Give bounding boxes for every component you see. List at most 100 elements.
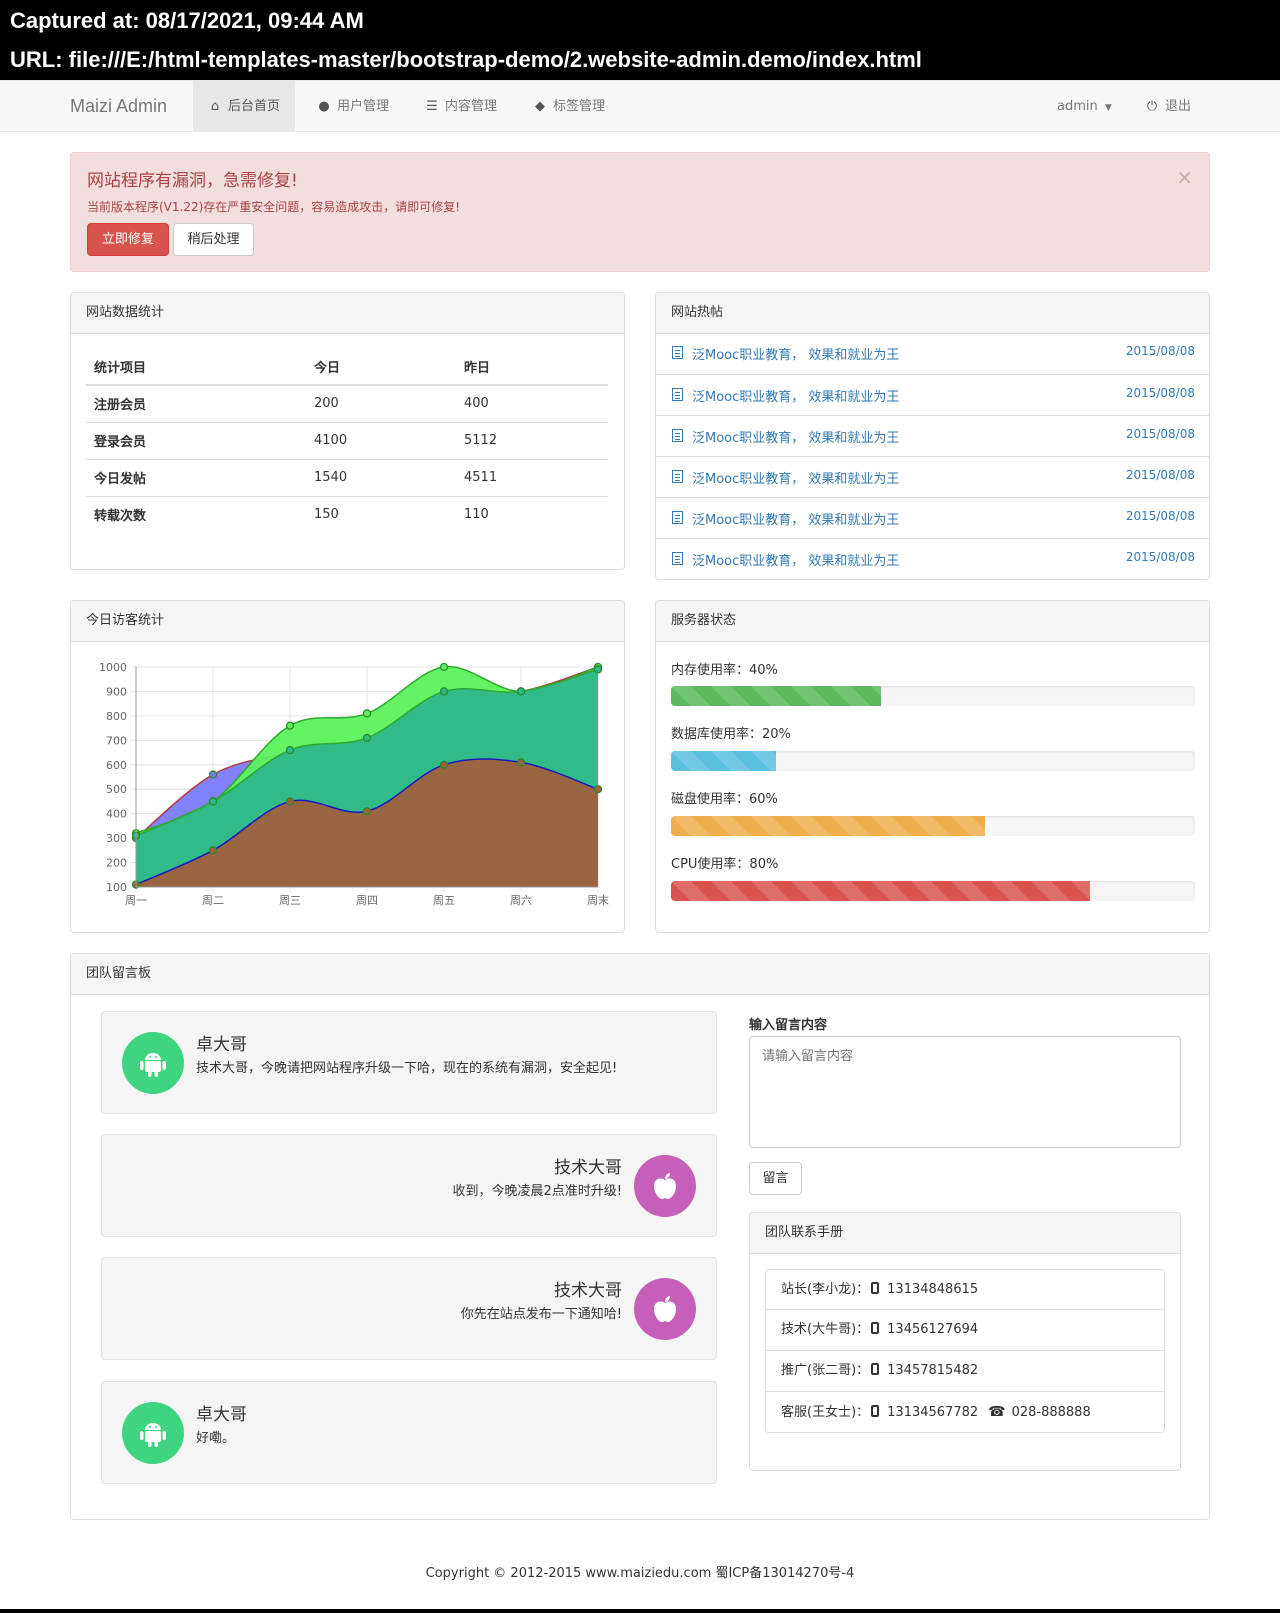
stats-panel: 网站数据统计 统计项目 今日 昨日 注册会员 200 400 登录会员 4100… — [70, 292, 625, 570]
document-icon — [672, 429, 683, 442]
post-date: 2015/08/08 — [1125, 550, 1195, 564]
series-1-point — [362, 709, 372, 718]
message-text: 好嘞。 — [196, 1431, 236, 1446]
list-item[interactable]: 泛Mooc职业教育， 效果和就业为王 2015/08/08 — [656, 497, 1209, 537]
post-title-link[interactable]: 泛Mooc职业教育， 效果和就业为王 — [692, 348, 900, 363]
table-cell: 110 — [456, 495, 608, 533]
user-menu-dropdown[interactable]: admin ▼ — [1042, 81, 1127, 132]
message-author: 技术大哥 — [554, 1158, 622, 1178]
nav-item-content[interactable]: ☰ 内容管理 — [410, 81, 512, 132]
document-icon — [672, 346, 683, 359]
list-item: 客服(王女士)： 13134567782 ☎ 028-888888 — [765, 1392, 1165, 1433]
series-0-point — [208, 770, 218, 779]
series-1-point — [439, 662, 449, 672]
list-item[interactable]: 泛Mooc职业教育， 效果和就业为王 2015/08/08 — [656, 456, 1209, 496]
contact-role: 技术(大牛哥)： — [781, 1322, 870, 1337]
contact-mobile: 13456127694 — [887, 1322, 979, 1337]
fix-now-button[interactable]: 立即修复 — [87, 223, 169, 256]
column-header: 统计项目 — [86, 349, 306, 386]
table-cell: 注册会员 — [86, 384, 306, 422]
series-2-point — [208, 797, 218, 806]
contacts-panel: 团队联系手册 站长(李小龙)： 13134848615 技术(大牛哥)： 13456… — [749, 1212, 1181, 1471]
disk-progress-bar — [671, 816, 1195, 836]
message-author: 卓大哥 — [196, 1035, 247, 1055]
x-tick-label: 周四 — [356, 894, 378, 907]
nav-item-home[interactable]: ⌂ 后台首页 — [193, 81, 296, 132]
top-navbar: Maizi Admin ⌂ 后台首页 ● 用户管理 ☰ 内容管理 ◆ 标签管理 admi… — [0, 80, 1280, 132]
table-row: 登录会员 4100 5112 — [86, 421, 608, 459]
nav-item-label: 内容管理 — [445, 99, 498, 114]
series-3-point — [439, 760, 449, 769]
home-icon: ⌂ — [210, 99, 220, 114]
y-tick-label: 1000 — [99, 661, 127, 674]
visitor-area-chart: 100 200 300 400 500 600 700 800 900 1000 周一 周二 周三 周四 周… — [99, 661, 609, 907]
list-item: 技术(大牛哥)： 13456127694 — [765, 1310, 1165, 1351]
progress-fill — [671, 686, 881, 706]
message-author: 技术大哥 — [554, 1281, 622, 1301]
cpu-progress-bar — [671, 881, 1195, 901]
series-3-point — [208, 846, 218, 855]
panel-title: 今日访客统计 — [71, 601, 624, 642]
nav-item-users[interactable]: ● 用户管理 — [302, 81, 404, 132]
document-icon — [672, 552, 683, 565]
post-title-link[interactable]: 泛Mooc职业教育， 效果和就业为王 — [692, 472, 900, 487]
logout-link[interactable]: ⏻ 退出 — [1130, 81, 1206, 132]
post-title-link[interactable]: 泛Mooc职业教育， 效果和就业为王 — [692, 390, 900, 405]
nav-item-tags[interactable]: ◆ 标签管理 — [518, 81, 620, 132]
brand-logo[interactable]: Maizi Admin — [70, 96, 168, 116]
table-cell: 400 — [456, 384, 608, 422]
message-input[interactable] — [749, 1036, 1181, 1148]
table-row: 转载次数 150 110 — [86, 495, 608, 533]
list-item[interactable]: 泛Mooc职业教育， 效果和就业为王 2015/08/08 — [656, 538, 1209, 578]
list-item[interactable]: 泛Mooc职业教育， 效果和就业为王 2015/08/08 — [656, 374, 1209, 414]
table-cell: 200 — [306, 384, 456, 422]
table-cell: 5112 — [456, 421, 608, 459]
x-tick-label: 周一 — [125, 894, 147, 907]
post-date: 2015/08/08 — [1125, 344, 1195, 358]
user-icon: ● — [318, 99, 330, 114]
message-item: 卓大哥 好嘞。 — [101, 1381, 717, 1484]
column-header: 昨日 — [456, 349, 608, 386]
submit-message-button[interactable]: 留言 — [749, 1162, 802, 1195]
contact-role: 推广(张二哥)： — [781, 1363, 870, 1378]
handle-later-button[interactable]: 稍后处理 — [173, 223, 254, 256]
message-item: 技术大哥 收到，今晚凌晨2点准时升级! — [101, 1134, 717, 1237]
capture-info-bar: Captured at: 08/17/2021, 09:44 AM URL: f… — [0, 0, 1280, 80]
contact-phone: 028-888888 — [1011, 1405, 1091, 1420]
post-title-link[interactable]: 泛Mooc职业教育， 效果和就业为王 — [692, 513, 900, 528]
hot-posts-panel: 网站热帖 泛Mooc职业教育， 效果和就业为王 2015/08/08 泛Mooc… — [655, 292, 1210, 580]
table-header-row: 统计项目 今日 昨日 — [86, 349, 608, 386]
panel-title: 团队联系手册 — [750, 1213, 1180, 1254]
post-date: 2015/08/08 — [1125, 468, 1195, 482]
message-item: 技术大哥 你先在站点发布一下通知哈! — [101, 1257, 717, 1360]
x-tick-label: 周三 — [279, 894, 301, 907]
post-title-link[interactable]: 泛Mooc职业教育， 效果和就业为王 — [692, 431, 900, 446]
alert-body: 当前版本程序(V1.22)存在严重安全问题，容易造成攻击，请即可修复! — [87, 200, 461, 214]
y-tick-label: 100 — [106, 881, 127, 894]
document-icon — [672, 511, 683, 524]
list-item[interactable]: 泛Mooc职业教育， 效果和就业为王 2015/08/08 — [656, 415, 1209, 455]
post-title-link[interactable]: 泛Mooc职业教育， 效果和就业为王 — [692, 554, 900, 569]
message-text: 技术大哥，今晚请把网站程序升级一下哈，现在的系统有漏洞，安全起见! — [196, 1061, 618, 1076]
avatar — [122, 1402, 184, 1464]
close-icon[interactable]: × — [1176, 165, 1193, 189]
table-cell: 4511 — [456, 458, 608, 496]
list-item[interactable]: 泛Mooc职业教育， 效果和就业为王 2015/08/08 — [656, 333, 1209, 373]
x-tick-label: 周二 — [202, 894, 224, 907]
alert-title: 网站程序有漏洞，急需修复! — [87, 171, 298, 191]
table-row: 注册会员 200 400 — [86, 384, 608, 422]
column-header: 今日 — [306, 349, 456, 386]
user-menu-label: admin — [1057, 99, 1098, 114]
panel-title: 服务器状态 — [656, 601, 1209, 642]
telephone-icon: ☎ — [988, 1404, 1006, 1420]
progress-fill — [671, 751, 776, 771]
list-item: 站长(李小龙)： 13134848615 — [765, 1269, 1165, 1310]
server-status-panel: 服务器状态 内存使用率：40% 数据库使用率：20% 磁盘使用率：60% CPU… — [655, 600, 1210, 933]
y-tick-label: 700 — [106, 734, 127, 747]
x-tick-label: 周末 — [587, 893, 609, 907]
android-icon — [140, 1053, 166, 1077]
message-board-panel: 团队留言板 卓大哥 技术大哥，今晚请把网站程序升级一下哈，现在的系统有漏洞，安全… — [70, 953, 1210, 1520]
disk-usage-label: 磁盘使用率：60% — [671, 792, 778, 807]
contact-role: 站长(李小龙)： — [781, 1282, 870, 1297]
series-3-point — [516, 758, 526, 767]
